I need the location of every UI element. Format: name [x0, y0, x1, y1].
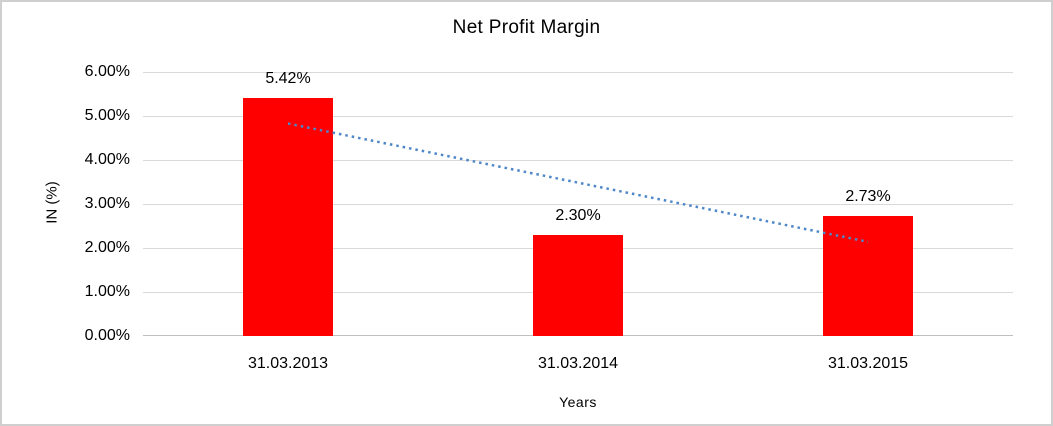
x-axis-title: Years	[559, 394, 597, 410]
gridline	[143, 72, 1013, 73]
gridline	[143, 160, 1013, 161]
chart-title: Net Profit Margin	[452, 17, 601, 38]
bar-31.03.2013	[243, 98, 333, 336]
bar-data-label: 2.73%	[845, 187, 891, 205]
y-tick-label: 2.00%	[84, 239, 130, 256]
y-tick-label: 0.00%	[84, 327, 130, 344]
bar-data-label: 2.30%	[555, 206, 601, 224]
y-tick-label: 4.00%	[84, 151, 130, 168]
gridline	[143, 204, 1013, 205]
x-tick-label: 31.03.2015	[827, 355, 909, 372]
x-tick-label: 31.03.2013	[247, 355, 329, 372]
y-tick-label: 1.00%	[84, 283, 130, 300]
bar-data-label: 5.42%	[265, 69, 311, 87]
y-tick-label: 5.00%	[84, 107, 130, 124]
x-tick-label: 31.03.2014	[537, 355, 619, 372]
trendline-svg	[287, 122, 869, 244]
gridline	[143, 116, 1013, 117]
bar-31.03.2014	[533, 235, 623, 336]
plot-area: 5.42% 2.30% 2.73%	[143, 69, 1013, 336]
trendline	[287, 122, 869, 244]
y-tick-label: 3.00%	[84, 195, 130, 212]
y-tick-label: 6.00%	[84, 63, 130, 80]
